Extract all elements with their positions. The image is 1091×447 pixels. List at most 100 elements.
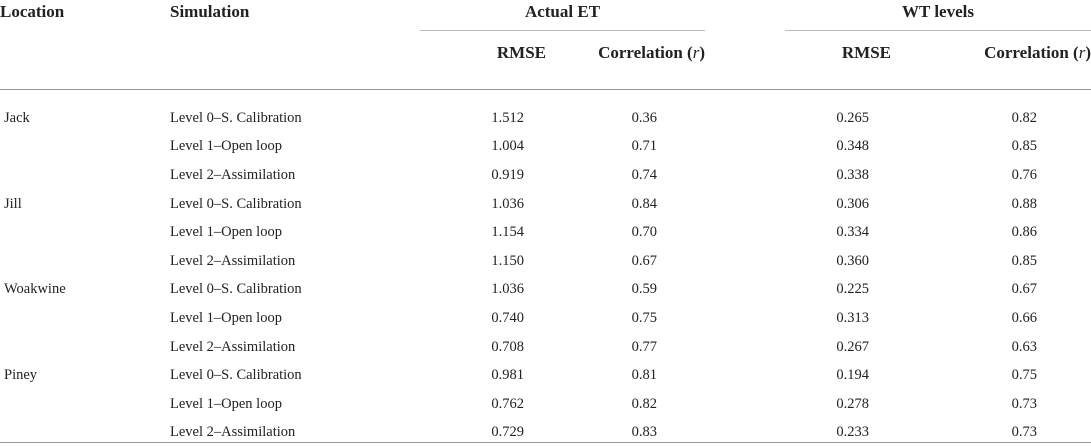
wt-correlation-header: Correlation (r) [935,30,1091,90]
location-cell: Piney [4,367,38,384]
table-row: Level 2–Assimilation 0.729 0.83 0.233 0.73 [0,419,1091,447]
gap-cell [705,276,785,305]
table-row: Level 1–Open loop 0.762 0.82 0.278 0.73 [0,390,1091,419]
simulation-cell: Level 1–Open loop [170,395,282,412]
gap-cell [705,304,785,333]
gap-cell [705,218,785,247]
et-correlation-cell: 0.83 [631,424,657,441]
wt-levels-group-label: WT levels [902,2,974,21]
simulation-header: Simulation [170,2,250,21]
et-correlation-cell: 0.67 [631,252,657,269]
et-correlation-header: Correlation (r) [570,30,705,90]
wt-rmse-cell: 0.267 [836,338,869,355]
et-correlation-suffix: ) [699,43,705,62]
header-blank-simulation [170,30,420,90]
bottom-rule [0,442,1091,443]
actual-et-group-header: Actual ET [420,0,705,31]
simulation-cell: Level 1–Open loop [170,224,282,241]
location-cell [0,247,170,276]
header-blank-location [0,30,170,90]
table-row: Level 1–Open loop 1.154 0.70 0.334 0.86 [0,218,1091,247]
et-rmse-cell: 1.004 [491,138,524,155]
spacer-row-top [0,90,1091,105]
et-correlation-cell: 0.71 [631,138,657,155]
location-cell: Woakwine [4,281,66,298]
et-correlation-cell: 0.84 [631,195,657,212]
wt-correlation-prefix: Correlation ( [984,43,1079,62]
wt-correlation-cell: 0.73 [1011,395,1037,412]
table-body: Jack Level 0–S. Calibration 1.512 0.36 0.265… [0,90,1091,447]
table-row: Jill Level 0–S. Calibration 1.036 0.84 0.306… [0,190,1091,219]
et-correlation-var: r [692,43,700,62]
et-rmse-cell: 1.036 [491,195,524,212]
et-correlation-cell: 0.70 [631,224,657,241]
et-rmse-cell: 1.150 [491,252,524,269]
table-row: Level 2–Assimilation 0.919 0.74 0.338 0.76 [0,161,1091,190]
et-correlation-prefix: Correlation ( [598,43,693,62]
wt-correlation-cell: 0.85 [1011,138,1037,155]
et-rmse-cell: 1.036 [491,281,524,298]
wt-correlation-cell: 0.63 [1011,338,1037,355]
simulation-cell: Level 1–Open loop [170,309,282,326]
wt-correlation-cell: 0.75 [1011,367,1037,384]
gap-cell [705,104,785,133]
et-correlation-cell: 0.81 [631,367,657,384]
wt-rmse-cell: 0.338 [836,166,869,183]
et-rmse-cell: 1.512 [491,109,524,126]
wt-correlation-cell: 0.88 [1011,195,1037,212]
et-rmse-cell: 0.919 [491,166,524,183]
wt-correlation-cell: 0.76 [1011,166,1037,183]
wt-levels-group-header: WT levels [785,0,1091,31]
table-row: Piney Level 0–S. Calibration 0.981 0.81 0.19… [0,361,1091,390]
header-row-columns: RMSE Correlation (r) RMSE Correlation (r… [0,30,1091,90]
gap-cell [705,161,785,190]
et-rmse-cell: 0.729 [491,424,524,441]
gap-cell [705,361,785,390]
table-row: Level 1–Open loop 1.004 0.71 0.348 0.85 [0,133,1091,162]
gap-cell [705,390,785,419]
wt-correlation-cell: 0.73 [1011,424,1037,441]
wt-rmse-cell: 0.360 [836,252,869,269]
location-cell [0,304,170,333]
table-row: Woakwine Level 0–S. Calibration 1.036 0.59 0… [0,276,1091,305]
actual-et-group-rule [420,30,705,31]
wt-correlation-cell: 0.82 [1011,109,1037,126]
gap-cell [705,133,785,162]
wt-correlation-cell: 0.66 [1011,309,1037,326]
et-correlation-cell: 0.77 [631,338,657,355]
header-row-groups: Location Simulation Actual ET WT levels [0,0,1091,31]
simulation-cell: Level 2–Assimilation [170,424,296,441]
simulation-cell: Level 0–S. Calibration [170,109,302,126]
actual-et-group-label: Actual ET [524,2,601,21]
wt-rmse-cell: 0.233 [836,424,869,441]
location-cell [0,218,170,247]
simulation-cell: Level 2–Assimilation [170,166,296,183]
et-rmse-cell: 0.762 [491,395,524,412]
gap-cell [705,247,785,276]
simulation-cell: Level 2–Assimilation [170,338,296,355]
simulation-cell: Level 0–S. Calibration [170,195,302,212]
et-rmse-header: RMSE [420,30,570,90]
et-correlation-cell: 0.36 [631,109,657,126]
et-rmse-cell: 0.981 [491,367,524,384]
location-cell [0,161,170,190]
location-cell: Jill [4,195,22,212]
wt-correlation-cell: 0.85 [1011,252,1037,269]
et-correlation-cell: 0.75 [631,309,657,326]
wt-rmse-cell: 0.265 [836,109,869,126]
location-cell [0,333,170,362]
wt-rmse-cell: 0.194 [836,367,869,384]
wt-rmse-header: RMSE [785,30,935,90]
gap-cell [705,190,785,219]
simulation-cell: Level 0–S. Calibration [170,281,302,298]
simulation-cell: Level 0–S. Calibration [170,367,302,384]
wt-rmse-cell: 0.334 [836,224,869,241]
table-row: Level 2–Assimilation 0.708 0.77 0.267 0.63 [0,333,1091,362]
table-row: Jack Level 0–S. Calibration 1.512 0.36 0.265… [0,104,1091,133]
wt-rmse-cell: 0.225 [836,281,869,298]
wt-correlation-cell: 0.67 [1011,281,1037,298]
wt-rmse-cell: 0.278 [836,395,869,412]
simulation-cell: Level 2–Assimilation [170,252,296,269]
location-cell: Jack [4,109,30,126]
